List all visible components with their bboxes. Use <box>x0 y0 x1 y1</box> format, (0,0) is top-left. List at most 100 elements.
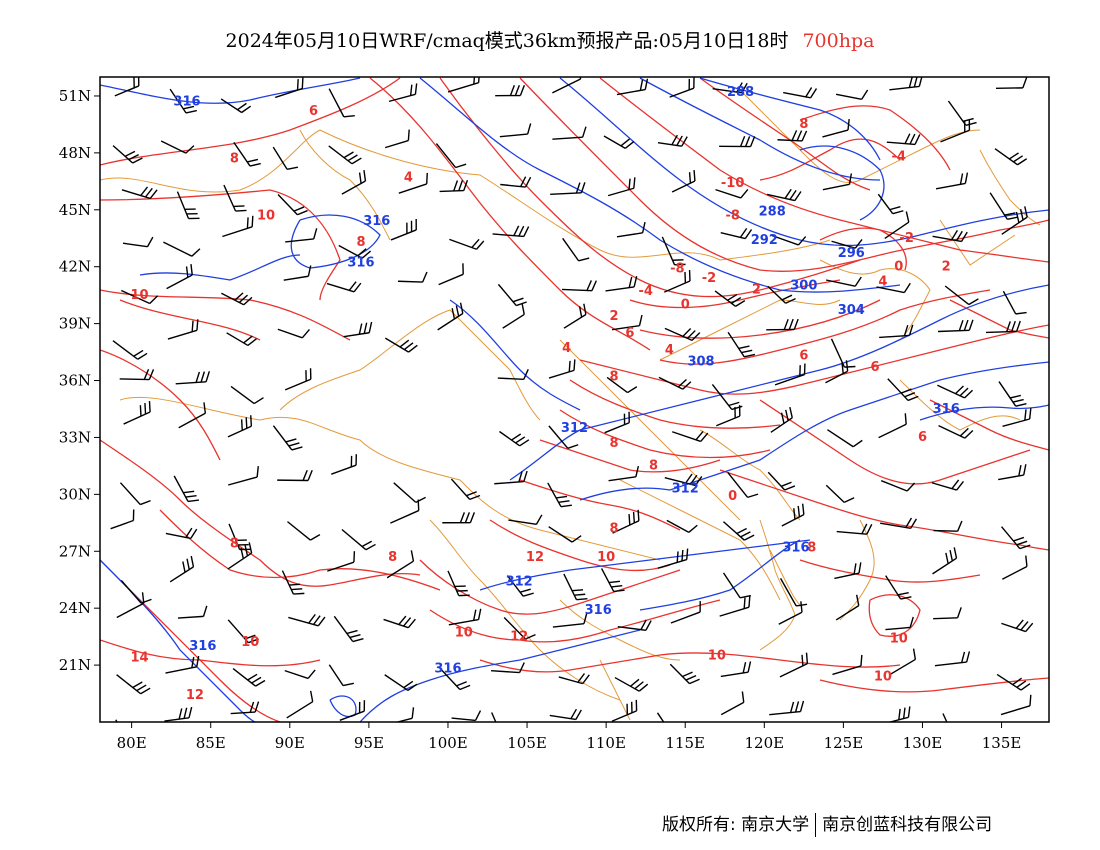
wind-barb-staff <box>614 676 640 692</box>
wind-barb-flag <box>526 123 532 135</box>
wind-barb-flag <box>1023 464 1027 476</box>
wind-barb-staff <box>326 282 355 293</box>
wind-barb-staff <box>716 415 741 427</box>
lat-tick-label: 24N <box>59 599 91 617</box>
wind-barb-flag <box>244 544 249 557</box>
wind-barb-flag <box>796 130 803 141</box>
wind-barb-flag <box>518 471 523 483</box>
wind-barb-flag <box>200 371 206 383</box>
wind-barb-staff <box>879 334 910 339</box>
temperature-label: 4 <box>665 343 674 358</box>
wind-barb-staff <box>177 615 204 619</box>
wind-barb-staff <box>552 78 581 94</box>
height-label: 316 <box>347 256 374 271</box>
wind-barb-flag <box>1013 155 1024 163</box>
wind-barb-flag <box>628 178 631 190</box>
wind-barb-flag <box>471 238 480 249</box>
wind-barb-flag <box>124 150 136 157</box>
wind-barb-flag <box>1015 619 1024 629</box>
wind-barb-staff <box>499 133 528 138</box>
wind-barb-flag <box>955 230 963 241</box>
wind-barb-staff <box>390 509 419 524</box>
wind-barb-flag <box>620 138 631 147</box>
wind-barb-flag <box>233 205 245 208</box>
wind-barb-staff <box>720 671 749 678</box>
wind-barb-staff <box>491 670 520 674</box>
wind-barb-flag <box>951 229 958 241</box>
map-title: 2024年05月10日WRF/cmaq模式36km预报产品:05月10日18时 7… <box>0 26 1100 53</box>
wind-barb-staff <box>450 478 471 500</box>
wind-barb-flag <box>903 325 909 336</box>
wind-barb-flag <box>960 231 968 242</box>
wind-barb-flag <box>1029 694 1032 706</box>
wind-barb-staff <box>164 717 190 722</box>
wind-barb-flag <box>473 77 476 85</box>
wind-barb-flag <box>781 294 793 301</box>
wind-barb-staff <box>447 82 479 93</box>
wind-barb-flag <box>302 469 308 481</box>
wind-barb-staff <box>830 338 846 368</box>
wind-barb-flag <box>190 555 195 567</box>
wind-barb-flag <box>361 540 373 548</box>
wind-barb-staff <box>230 385 255 405</box>
wind-barb-flag <box>244 634 256 640</box>
wind-barb-staff <box>120 289 151 305</box>
wind-barb-flag <box>347 154 358 162</box>
wind-barb-staff <box>880 480 908 492</box>
height-label: 316 <box>434 662 461 677</box>
wind-barb-flag <box>688 524 698 533</box>
wind-barb-flag <box>841 362 844 374</box>
wind-barb-flag <box>415 496 426 504</box>
wind-barb-flag <box>744 229 753 239</box>
wind-barb-flag <box>960 651 966 663</box>
wind-barb-flag <box>611 585 623 588</box>
wind-barb-flag <box>576 598 588 601</box>
wind-barb-flag <box>455 305 460 317</box>
wind-barb-flag <box>805 87 813 98</box>
wind-barb-staff <box>220 98 243 114</box>
copyright-footer: 版权所有: 南京大学 南京创蓝科技有限公司 <box>662 810 992 837</box>
wind-barb-staff <box>163 241 193 257</box>
wind-barb-flag <box>250 415 253 427</box>
wind-barb-staff <box>720 701 745 716</box>
wind-barb-flag <box>741 691 745 703</box>
wind-barb-staff <box>998 474 1024 481</box>
wind-barb-flag <box>459 302 464 314</box>
wind-barb-flag <box>912 648 917 660</box>
wind-barb-flag <box>1009 394 1021 399</box>
wind-barb-flag <box>784 485 796 491</box>
wind-barb-flag <box>414 83 418 95</box>
temperature-label: 12 <box>526 550 544 565</box>
wind-barb-staff <box>1000 705 1031 716</box>
wind-barb-flag <box>240 419 243 431</box>
wind-barb-flag <box>645 620 652 631</box>
temperature-label: 0 <box>728 489 737 504</box>
wind-barb-flag <box>810 88 818 99</box>
wind-barb-flag <box>513 225 520 236</box>
wind-barb-staff <box>940 129 970 143</box>
wind-barb-staff <box>884 221 910 239</box>
wind-barb-flag <box>577 673 586 683</box>
wind-barb-staff <box>548 369 575 379</box>
wind-barb-flag <box>1012 398 1024 403</box>
wind-barb-staff <box>328 664 344 686</box>
wind-barb-flag <box>968 298 979 306</box>
wind-barb-staff <box>934 661 967 667</box>
wind-barb-flag <box>889 206 901 211</box>
wind-barb-flag <box>956 741 967 742</box>
wind-barb-staff <box>779 578 797 607</box>
wind-barb-flag <box>797 505 801 517</box>
wind-barb-flag <box>463 179 469 191</box>
wind-barb-staff <box>656 712 665 722</box>
wind-barb-staff <box>175 381 207 385</box>
wind-barb-staff <box>616 232 643 238</box>
wind-barb-staff <box>666 519 690 533</box>
wind-barb-flag <box>459 684 471 691</box>
wind-barb-flag <box>317 616 326 627</box>
wind-barb-flag <box>241 105 252 114</box>
wind-barb-staff <box>288 616 319 627</box>
wind-barb-flag <box>361 250 372 259</box>
wind-barb-flag <box>959 427 969 437</box>
wind-barb-flag <box>682 671 693 678</box>
